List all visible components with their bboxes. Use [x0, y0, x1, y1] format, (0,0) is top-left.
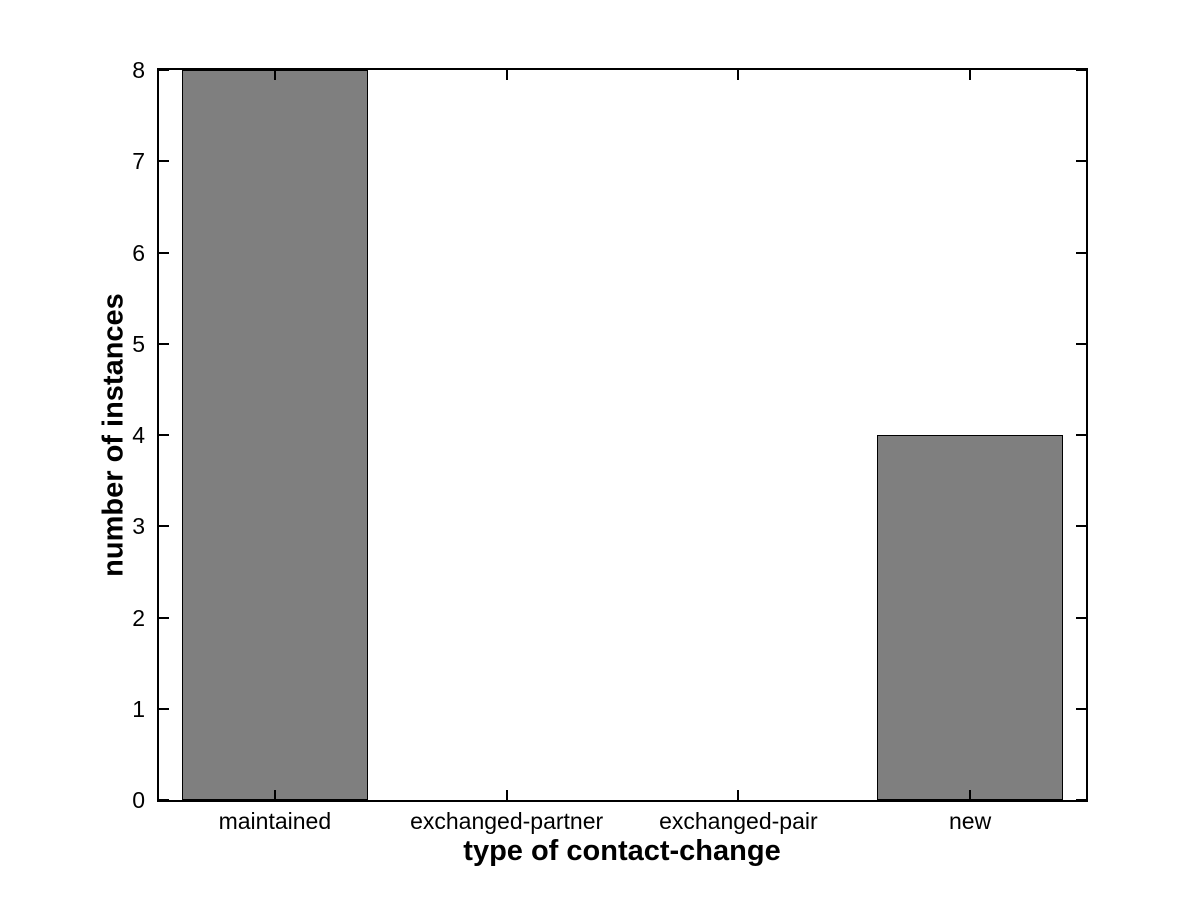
y-tick-label: 5	[132, 330, 145, 357]
y-tick-label: 7	[132, 148, 145, 175]
y-tick-right	[1076, 251, 1086, 254]
y-tick-right	[1076, 342, 1086, 345]
y-tick-right	[1076, 69, 1086, 71]
y-tick-left	[159, 799, 169, 801]
y-tick-label: 3	[132, 513, 145, 540]
x-tick-label-maintained: maintained	[218, 808, 332, 834]
y-tick-label: 4	[132, 422, 145, 448]
x-tick-bottom	[273, 790, 276, 800]
bar-maintained	[182, 70, 368, 800]
x-tick-label-exchanged-partner: exchanged-partner	[410, 808, 604, 834]
x-tick-bottom	[737, 790, 740, 800]
y-tick-left	[159, 434, 169, 436]
y-tick-right	[1076, 799, 1086, 801]
y-tick-right	[1076, 707, 1086, 710]
y-tick-right	[1076, 434, 1086, 436]
x-axis-label: type of contact-change	[463, 835, 781, 867]
y-tick-left	[159, 251, 169, 254]
x-tick-bottom	[969, 790, 972, 800]
x-tick-top	[505, 70, 508, 80]
y-tick-label: 2	[132, 604, 145, 631]
x-tick-top	[737, 70, 740, 80]
y-tick-label: 0	[132, 787, 145, 813]
y-tick-left	[159, 707, 169, 710]
x-tick-label-exchanged-pair: exchanged-pair	[659, 808, 818, 834]
plot-area	[157, 68, 1088, 802]
y-tick-right	[1076, 160, 1086, 163]
y-tick-label: 6	[132, 239, 145, 266]
bar-new	[877, 435, 1063, 800]
x-tick-bottom	[505, 790, 508, 800]
y-tick-left	[159, 342, 169, 345]
x-tick-top	[273, 70, 276, 80]
y-tick-left	[159, 525, 169, 528]
x-tick-label-new: new	[949, 808, 992, 834]
y-tick-right	[1076, 616, 1086, 619]
y-tick-right	[1076, 525, 1086, 528]
y-tick-left	[159, 69, 169, 71]
x-tick-top	[969, 70, 972, 80]
y-tick-label: 1	[132, 695, 145, 722]
y-tick-left	[159, 160, 169, 163]
y-tick-left	[159, 616, 169, 619]
y-tick-label: 8	[132, 57, 145, 83]
